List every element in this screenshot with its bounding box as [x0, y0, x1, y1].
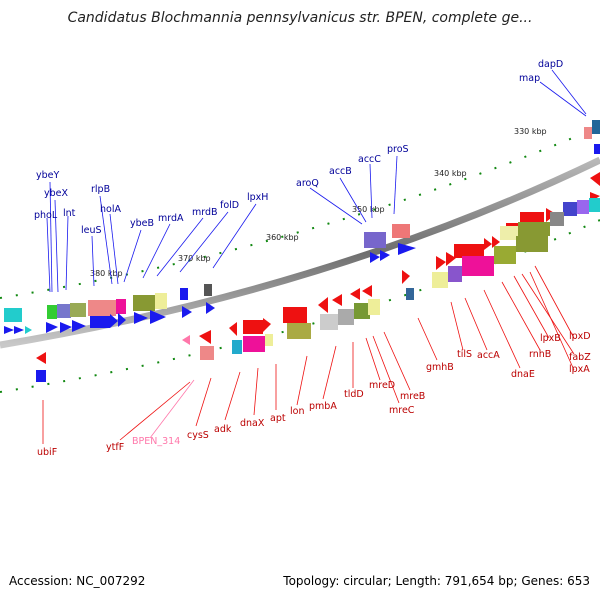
- kbp-label: 370 kbp: [178, 254, 211, 263]
- gene-label-mreD[interactable]: mreD: [369, 380, 395, 391]
- map-title: Candidatus Blochmannia pennsylvanicus st…: [67, 10, 533, 26]
- feature-track: [4, 120, 600, 382]
- gene-label-pmbA[interactable]: pmbA: [309, 401, 337, 412]
- gene-label-lpxB[interactable]: lpxB: [540, 333, 561, 344]
- gene-label-mrdA[interactable]: mrdA: [158, 213, 184, 224]
- gene-label-rlpB[interactable]: rlpB: [91, 184, 110, 195]
- gene-label-holA[interactable]: holA: [100, 204, 121, 215]
- gene-label-ybeY[interactable]: ybeY: [36, 170, 59, 181]
- gene-label-apt[interactable]: apt: [270, 413, 286, 424]
- gene-label-rnhB[interactable]: rnhB: [529, 349, 551, 360]
- gene-label-folD[interactable]: folD: [220, 200, 239, 211]
- gene-label-phoL[interactable]: phoL: [34, 210, 58, 221]
- gene-label-accB[interactable]: accB: [329, 166, 352, 177]
- gene-label-ytfF[interactable]: ytfF: [106, 442, 124, 453]
- topology-label: Topology: circular; Length: 791,654 bp; …: [283, 574, 590, 588]
- gene-label-dapD[interactable]: dapD: [538, 59, 563, 70]
- kbp-ticks: 330 kbp 340 kbp 350 kbp 360 kbp 370 kbp …: [90, 127, 547, 278]
- gene-label-ubiF[interactable]: ubiF: [37, 447, 57, 458]
- gene-label-fabZ[interactable]: fabZ: [569, 352, 591, 363]
- gene-label-mreB[interactable]: mreB: [400, 391, 425, 402]
- gene-label-gmhB[interactable]: gmhB: [426, 362, 454, 373]
- gene-label-leuS[interactable]: leuS: [81, 225, 102, 236]
- gene-label-map[interactable]: map: [519, 73, 540, 84]
- gene-label-lpxD[interactable]: lpxD: [569, 331, 591, 342]
- kbp-label: 350 kbp: [352, 205, 385, 214]
- gene-label-ybeB[interactable]: ybeB: [130, 218, 154, 229]
- gene-labels-top: ybeY ybeX phoL lnt leuS rlpB holA ybeB m…: [34, 59, 563, 236]
- gene-label-mreC[interactable]: mreC: [389, 405, 415, 416]
- gene-label-tldD[interactable]: tldD: [344, 389, 364, 400]
- gene-label-accC[interactable]: accC: [358, 154, 381, 165]
- gene-label-lpxH[interactable]: lpxH: [247, 192, 268, 203]
- gene-labels-bottom: ubiF ytfF BPEN_314 cysS adk dnaX apt lon…: [37, 331, 591, 458]
- gene-label-lon[interactable]: lon: [290, 406, 304, 417]
- gene-label-cysS[interactable]: cysS: [187, 430, 209, 441]
- gene-label-dnaE[interactable]: dnaE: [511, 369, 535, 380]
- accession-label: Accession: NC_007292: [9, 574, 146, 588]
- gene-label-ybeX[interactable]: ybeX: [44, 188, 68, 199]
- leader-lines: [42, 69, 587, 444]
- gene-label-dnaX[interactable]: dnaX: [240, 418, 265, 429]
- kbp-label: 340 kbp: [434, 169, 467, 178]
- gene-label-proS[interactable]: proS: [387, 144, 409, 155]
- gene-label-aroQ[interactable]: aroQ: [296, 178, 319, 189]
- gene-label-tilS[interactable]: tilS: [457, 349, 472, 360]
- gene-label-mrdB[interactable]: mrdB: [192, 207, 218, 218]
- gene-label-lpxA[interactable]: lpxA: [569, 364, 590, 375]
- kbp-label: 330 kbp: [514, 127, 547, 136]
- gene-label-BPEN_314[interactable]: BPEN_314: [132, 436, 180, 447]
- gene-label-lnt[interactable]: lnt: [63, 208, 76, 219]
- kbp-label: 380 kbp: [90, 269, 123, 278]
- kbp-label: 360 kbp: [266, 233, 299, 242]
- gene-label-accA[interactable]: accA: [477, 350, 500, 361]
- gene-label-adk[interactable]: adk: [214, 424, 232, 435]
